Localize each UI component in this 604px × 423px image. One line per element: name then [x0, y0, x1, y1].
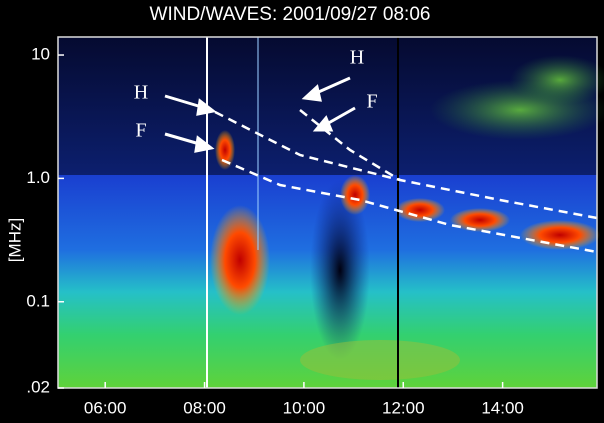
annotation: H [134, 82, 148, 104]
chart-title: WIND/WAVES: 2001/09/27 08:06 [150, 4, 431, 25]
y-tick-label: 1.0 [26, 168, 50, 187]
y-tick-label: .02 [26, 377, 50, 396]
x-tick-label: 12:00 [382, 398, 425, 417]
x-tick-label: 06:00 [84, 398, 127, 417]
y-tick-label: 0.1 [26, 291, 50, 310]
x-tick-label: 14:00 [481, 398, 524, 417]
annotation: F [135, 120, 146, 142]
x-tick-label: 10:00 [283, 398, 326, 417]
y-axis-label: [MHz] [5, 218, 24, 262]
x-tick-label: 08:00 [183, 398, 226, 417]
y-tick-label: 10 [31, 45, 50, 64]
annotation: F [366, 91, 377, 113]
chart: WIND/WAVES: 2001/09/27 08:06 [MHz] H F H… [0, 0, 604, 423]
annotation: H [350, 47, 364, 69]
